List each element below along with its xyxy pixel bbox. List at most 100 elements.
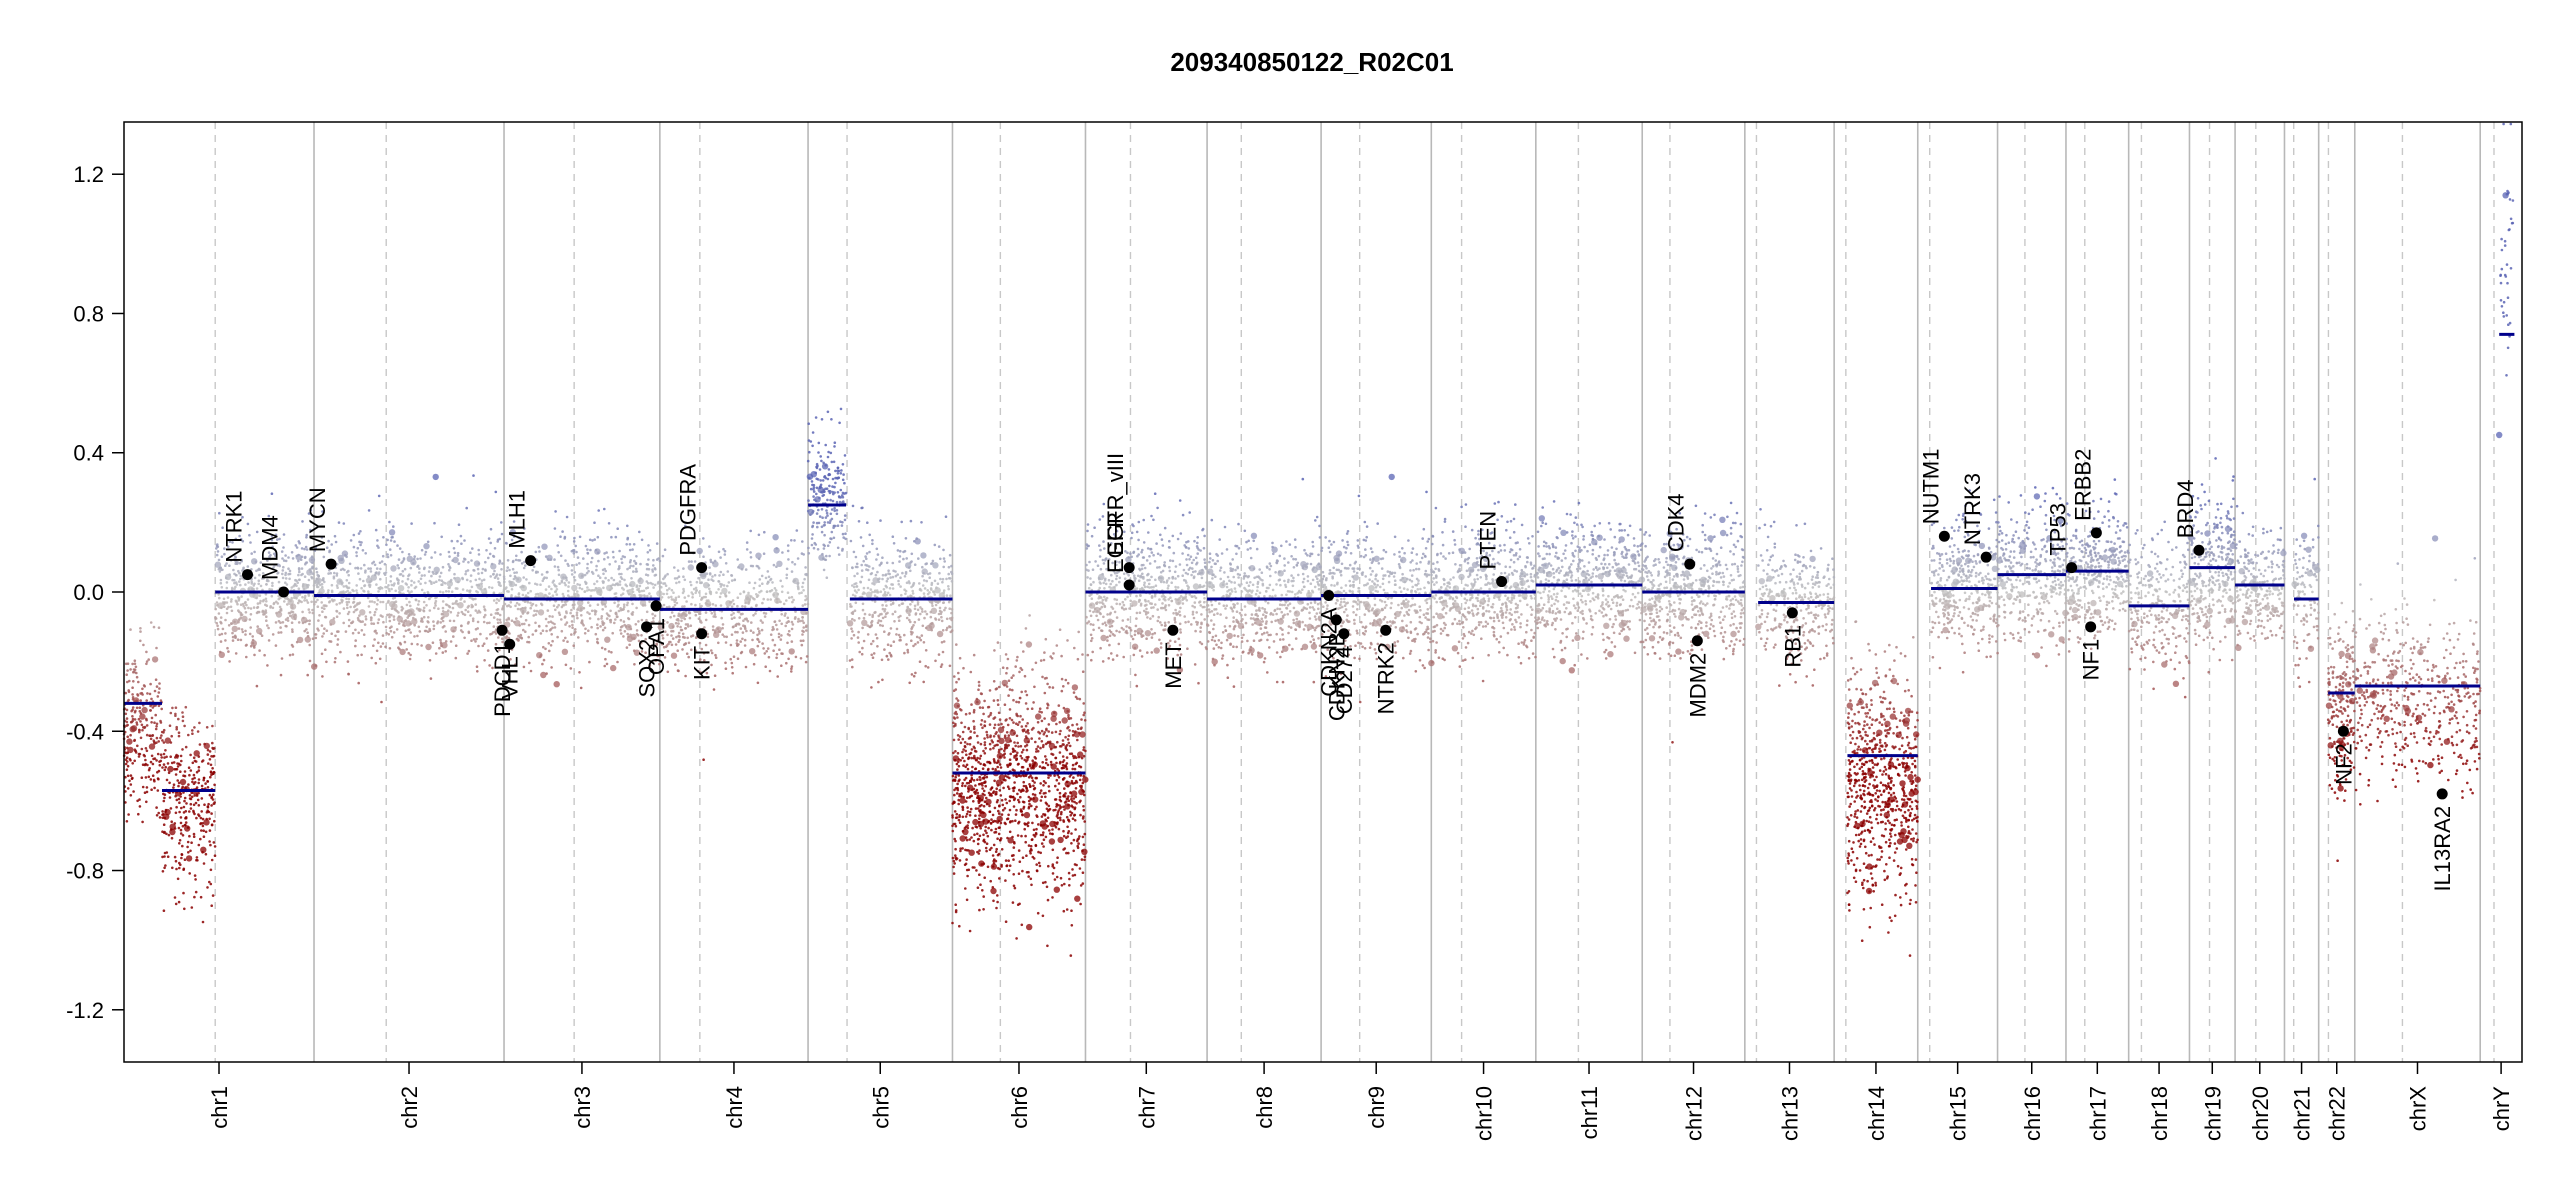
probe-point [552, 579, 555, 583]
probe-point [153, 721, 156, 724]
probe-point [867, 578, 871, 582]
probe-point [642, 589, 646, 593]
probe-point [1069, 717, 1073, 720]
probe-point [982, 789, 986, 793]
probe-point [306, 634, 310, 638]
probe-point [995, 906, 998, 910]
probe-point [565, 576, 568, 580]
probe-point [1004, 653, 1008, 656]
probe-point [1027, 875, 1030, 878]
probe-point [195, 856, 199, 859]
probe-point [179, 770, 182, 773]
probe-point [590, 609, 594, 613]
probe-point [989, 735, 992, 739]
probe-point [533, 609, 536, 613]
probe-point [804, 660, 808, 664]
probe-point [799, 619, 802, 623]
probe-point [983, 699, 986, 703]
probe-point [898, 639, 901, 642]
probe-point [428, 566, 432, 569]
probe-point [730, 579, 734, 582]
probe-point [628, 543, 632, 546]
probe-point [553, 527, 557, 530]
probe-point [410, 613, 413, 616]
probe-point [942, 589, 946, 592]
probe-point [887, 658, 890, 661]
probe-point [871, 639, 875, 643]
probe-point [251, 635, 254, 638]
probe-point [822, 493, 826, 497]
probe-point [184, 816, 188, 820]
probe-point [196, 798, 200, 802]
probe-point [844, 537, 847, 541]
probe-point [128, 779, 131, 783]
probe-point [909, 609, 912, 612]
probe-point [880, 658, 884, 662]
probe-point [129, 628, 132, 631]
probe-point [879, 590, 883, 593]
probe-point [255, 684, 259, 688]
probe-point [607, 650, 611, 653]
probe-point [419, 608, 422, 611]
probe-point [334, 634, 337, 638]
probe-point [336, 586, 339, 589]
probe-point [756, 637, 759, 641]
probe-point [881, 603, 884, 607]
probe-point [1061, 717, 1068, 724]
probe-point [790, 640, 794, 643]
probe-point [183, 774, 187, 778]
probe-point [796, 557, 800, 560]
probe-point [261, 610, 264, 614]
probe-point [304, 555, 307, 559]
probe-point [827, 468, 831, 471]
probe-point [603, 567, 606, 571]
probe-point [356, 653, 360, 657]
probe-point [151, 762, 155, 766]
probe-point [668, 605, 671, 609]
probe-point [210, 755, 213, 758]
probe-point [829, 498, 832, 502]
probe-point [252, 606, 256, 609]
probe-point [133, 668, 137, 671]
probe-point [381, 634, 385, 637]
probe-point [175, 725, 178, 729]
probe-point [684, 627, 687, 630]
probe-point [1082, 805, 1085, 808]
probe-point [948, 617, 952, 620]
probe-point [181, 711, 184, 714]
probe-point [611, 550, 615, 554]
probe-point [717, 588, 720, 591]
probe-point [303, 629, 307, 633]
probe-point [785, 661, 788, 665]
probe-point [181, 834, 185, 837]
probe-point [708, 587, 711, 591]
probe-point [208, 758, 212, 761]
probe-point [155, 814, 159, 817]
probe-point [193, 750, 200, 757]
probe-point [839, 472, 843, 475]
probe-point [244, 611, 248, 614]
probe-point [897, 615, 900, 619]
probe-point [939, 557, 942, 561]
probe-point [647, 567, 651, 571]
probe-point [905, 643, 908, 646]
probe-point [685, 600, 688, 603]
probe-point [487, 556, 490, 560]
probe-point [219, 620, 222, 624]
probe-point [1038, 765, 1042, 768]
probe-point [898, 555, 902, 558]
probe-point [1045, 727, 1048, 731]
probe-point [741, 631, 745, 634]
probe-point [987, 767, 990, 771]
probe-point [190, 841, 193, 844]
probe-point [284, 559, 288, 563]
probe-point [952, 738, 956, 742]
probe-point [786, 544, 790, 547]
probe-point [1055, 778, 1059, 782]
probe-point [811, 533, 814, 536]
probe-point [947, 565, 951, 569]
probe-point [730, 574, 733, 577]
probe-point [261, 599, 265, 603]
probe-point [176, 877, 180, 881]
probe-point [979, 778, 982, 782]
